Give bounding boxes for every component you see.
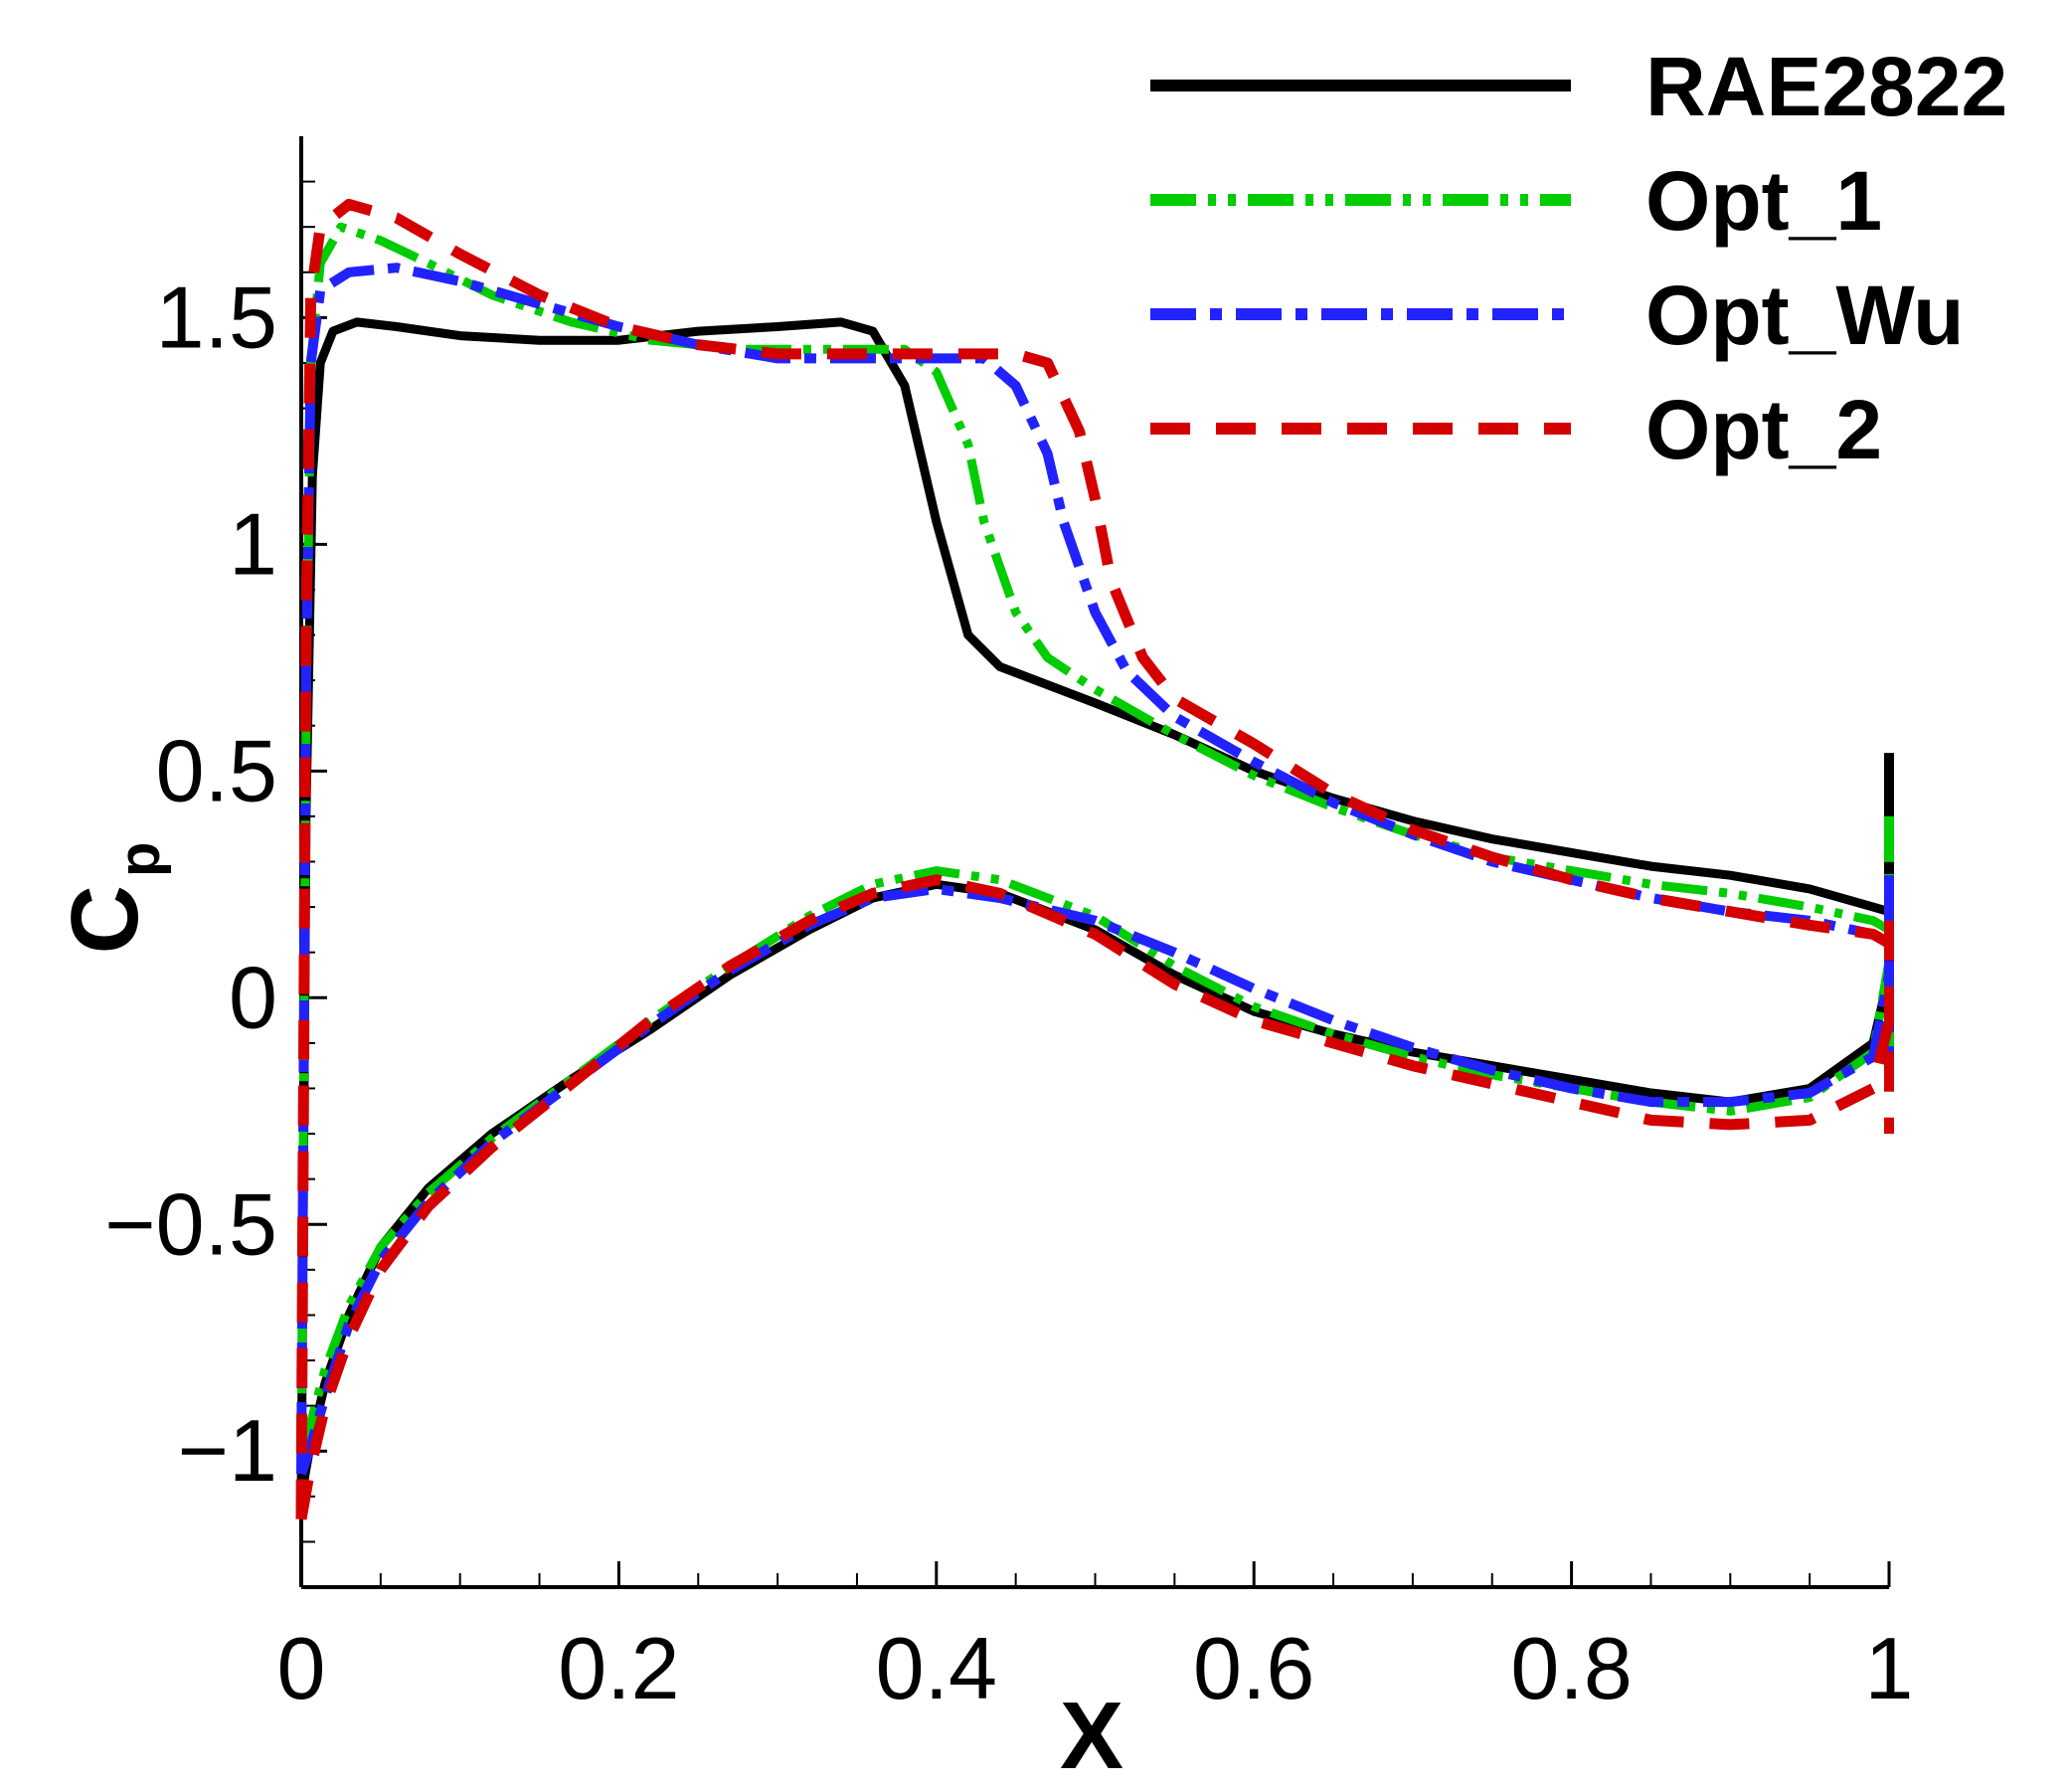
- x-tick-label: 0.8: [1510, 1619, 1632, 1717]
- legend-label-opt-1: Opt_1: [1645, 154, 1882, 248]
- legend-label-rae2822: RAE2822: [1645, 40, 2007, 133]
- y-axis-title-main: C: [52, 885, 158, 954]
- cp-chart: 0 0.2 0.4 0.6 0.8 1 −1 −0.5 0 0.5 1 1.5 RAE2822 Opt_…: [0, 0, 2072, 1791]
- legend-item-opt-2: Opt_2: [1150, 383, 1882, 476]
- series-line-rae2822-lower: [301, 884, 1889, 1497]
- legend-item-opt-wu: Opt_Wu: [1150, 269, 1964, 362]
- legend-item-opt-1: Opt_1: [1150, 154, 1882, 248]
- series-line-opt-2-lower: [301, 880, 1889, 1520]
- series-line-opt-wu-lower: [301, 889, 1889, 1474]
- x-tick-label: 0.2: [558, 1619, 679, 1717]
- y-axis-title: C p: [52, 842, 172, 955]
- legend-label-opt-wu: Opt_Wu: [1645, 269, 1964, 362]
- x-tick-label: 0.6: [1193, 1619, 1314, 1717]
- y-axis-title-subscript: p: [107, 842, 172, 877]
- y-tick-label: 1.5: [156, 268, 277, 366]
- y-tick-label: 0: [229, 948, 277, 1046]
- y-tick-label: 0.5: [156, 721, 277, 819]
- legend: RAE2822 Opt_1 Opt_Wu Opt_2: [1150, 40, 2007, 476]
- x-tick-label: 1: [1865, 1619, 1914, 1717]
- x-tick-label: 0: [277, 1619, 326, 1717]
- x-tick-label: 0.4: [876, 1619, 997, 1717]
- series-line-opt-1-lower: [301, 871, 1889, 1452]
- legend-item-rae2822: RAE2822: [1150, 40, 2007, 133]
- y-tick-label: 1: [229, 494, 277, 593]
- y-tick-label: −1: [178, 1401, 277, 1500]
- y-tick-label: −0.5: [104, 1174, 277, 1273]
- legend-label-opt-2: Opt_2: [1645, 383, 1882, 476]
- x-axis-title: X: [1060, 1683, 1123, 1789]
